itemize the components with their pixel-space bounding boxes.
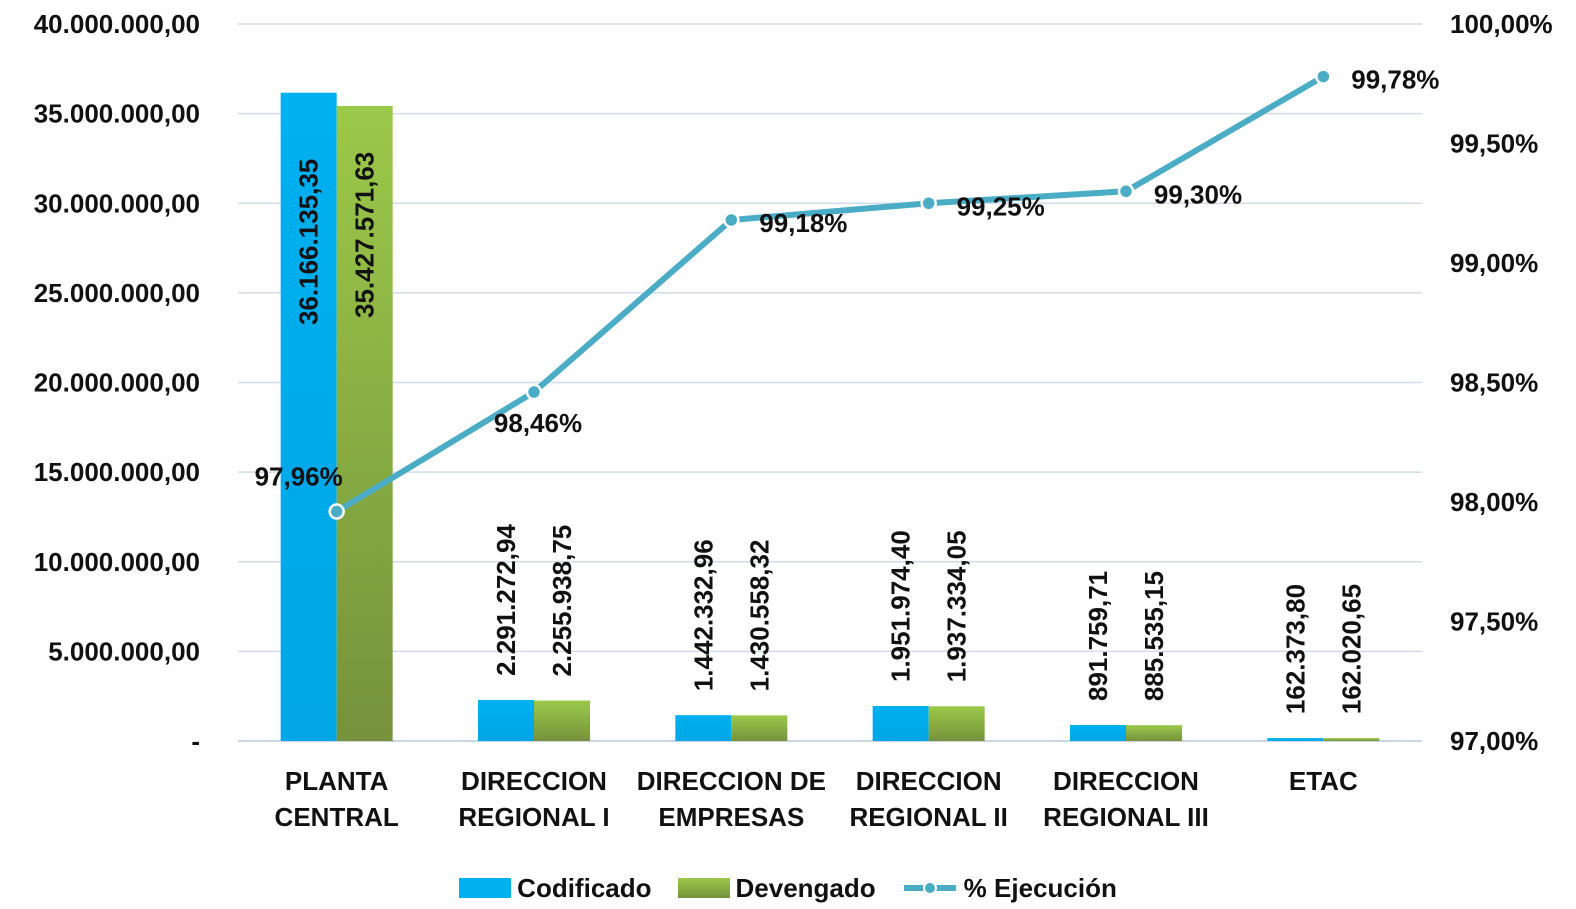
- devengado-value-label: 1.937.334,05: [942, 530, 972, 682]
- devengado-bar: [731, 715, 788, 741]
- left-tick-label: 20.000.000,00: [34, 368, 200, 398]
- devengado-bar: [336, 105, 393, 742]
- category-label: EMPRESAS: [658, 802, 804, 832]
- right-tick-label: 98,00%: [1450, 487, 1538, 517]
- ejecucion-value-label: 99,78%: [1351, 65, 1439, 95]
- left-tick-label: 25.000.000,00: [34, 278, 200, 308]
- line-value-labels: 97,96% 98,46% 99,18% 99,25% 99,30% 99,78%: [255, 65, 1440, 492]
- category-label: DIRECCION: [1053, 766, 1199, 796]
- legend: Codificado Devengado % Ejecución: [0, 868, 1576, 908]
- left-tick-label: 30.000.000,00: [34, 188, 200, 218]
- legend-item-ejecucion: % Ejecución: [902, 873, 1117, 904]
- codificado-bar: [675, 715, 732, 741]
- codificado-bar: [872, 706, 929, 741]
- codificado-bar: [1267, 738, 1324, 741]
- codificado-bar: [1070, 725, 1126, 741]
- ejecucion-value-label: 97,96%: [255, 462, 343, 492]
- ejecucion-point: [1315, 68, 1332, 85]
- devengado-swatch: [677, 878, 730, 898]
- legend-label-codificado: Codificado: [517, 872, 652, 903]
- right-tick-label: 97,50%: [1450, 607, 1538, 637]
- codificado-bar: [478, 699, 534, 741]
- legend-label-devengado: Devengado: [735, 872, 876, 903]
- category-label: DIRECCION DE: [637, 766, 826, 796]
- right-tick-label: 97,00%: [1450, 726, 1538, 756]
- category-label: ETAC: [1289, 766, 1358, 796]
- category-label: DIRECCION: [461, 766, 607, 796]
- ejecucion-value-label: 99,30%: [1154, 179, 1242, 209]
- right-tick-label: 99,00%: [1450, 248, 1538, 278]
- category-label: REGIONAL I: [458, 802, 609, 832]
- bar-value-labels: 36.166.135,35 35.427.571,63 2.291.272,94 2.…: [294, 152, 1367, 714]
- left-tick-label: 5.000.000,00: [48, 636, 200, 666]
- ejecucion-point: [1117, 183, 1135, 200]
- right-tick-label: 100,00%: [1450, 9, 1553, 39]
- ejecucion-value-label: 99,25%: [957, 191, 1045, 221]
- devengado-bar: [928, 706, 985, 741]
- ejecucion-line: [335, 73, 1325, 515]
- right-tick-label: 98,50%: [1450, 368, 1538, 398]
- codificado-value-label: 891.759,71: [1083, 571, 1113, 701]
- codificado-bar: [280, 92, 337, 741]
- category-label: CENTRAL: [275, 802, 399, 832]
- devengado-value-label: 885.535,15: [1139, 571, 1169, 701]
- ejecucion-point: [920, 195, 937, 212]
- codificado-value-label: 2.291.272,94: [491, 524, 521, 676]
- ejecucion-point: [525, 383, 543, 401]
- legend-label-ejecucion: % Ejecución: [963, 872, 1117, 903]
- devengado-bar: [1126, 725, 1182, 741]
- codificado-value-label: 162.373,80: [1280, 584, 1310, 714]
- ejecucion-value-label: 99,18%: [759, 208, 847, 238]
- category-label: DIRECCION: [856, 766, 1002, 796]
- left-tick-label: 35.000.000,00: [34, 99, 200, 129]
- left-axis: - 5.000.000,00 10.000.000,00 15.000.000,00 2…: [34, 9, 200, 756]
- category-label: REGIONAL III: [1043, 802, 1209, 832]
- line-series: [328, 68, 1332, 520]
- legend-item-devengado: Devengado: [677, 872, 876, 904]
- ejecucion-swatch: [903, 881, 956, 895]
- devengado-value-label: 2.255.938,75: [547, 525, 577, 677]
- gridlines: [238, 23, 1422, 742]
- devengado-bar: [1323, 738, 1380, 741]
- category-label: REGIONAL II: [849, 802, 1007, 832]
- left-tick-label: 10.000.000,00: [34, 547, 200, 577]
- codificado-value-label: 1.951.974,40: [886, 530, 916, 682]
- devengado-bar: [534, 700, 590, 741]
- combo-chart: - 5.000.000,00 10.000.000,00 15.000.000,00 2…: [34, 9, 1553, 832]
- right-axis: 97,00% 97,50% 98,00% 98,50% 99,00% 99,50% 100,…: [1450, 9, 1553, 756]
- right-tick-label: 99,50%: [1450, 129, 1538, 159]
- legend-item-codificado: Codificado: [459, 872, 652, 904]
- category-label: PLANTA: [285, 766, 389, 796]
- left-tick-label: 15.000.000,00: [34, 457, 200, 487]
- codificado-value-label: 1.442.332,96: [688, 539, 718, 691]
- ejecucion-point: [723, 211, 740, 229]
- category-axis: PLANTA CENTRAL DIRECCION REGIONAL I DIRECCIO…: [275, 766, 1358, 832]
- codificado-swatch: [459, 878, 512, 898]
- devengado-value-label: 35.427.571,63: [350, 152, 380, 318]
- codificado-value-label: 36.166.135,35: [294, 159, 324, 325]
- left-tick-label: -: [191, 726, 200, 756]
- left-tick-label: 40.000.000,00: [34, 9, 200, 39]
- bar-series: [280, 92, 1380, 742]
- devengado-value-label: 162.020,65: [1336, 584, 1366, 714]
- ejecucion-value-label: 98,46%: [494, 408, 582, 438]
- devengado-value-label: 1.430.558,32: [744, 540, 774, 692]
- ejecucion-point: [328, 503, 345, 520]
